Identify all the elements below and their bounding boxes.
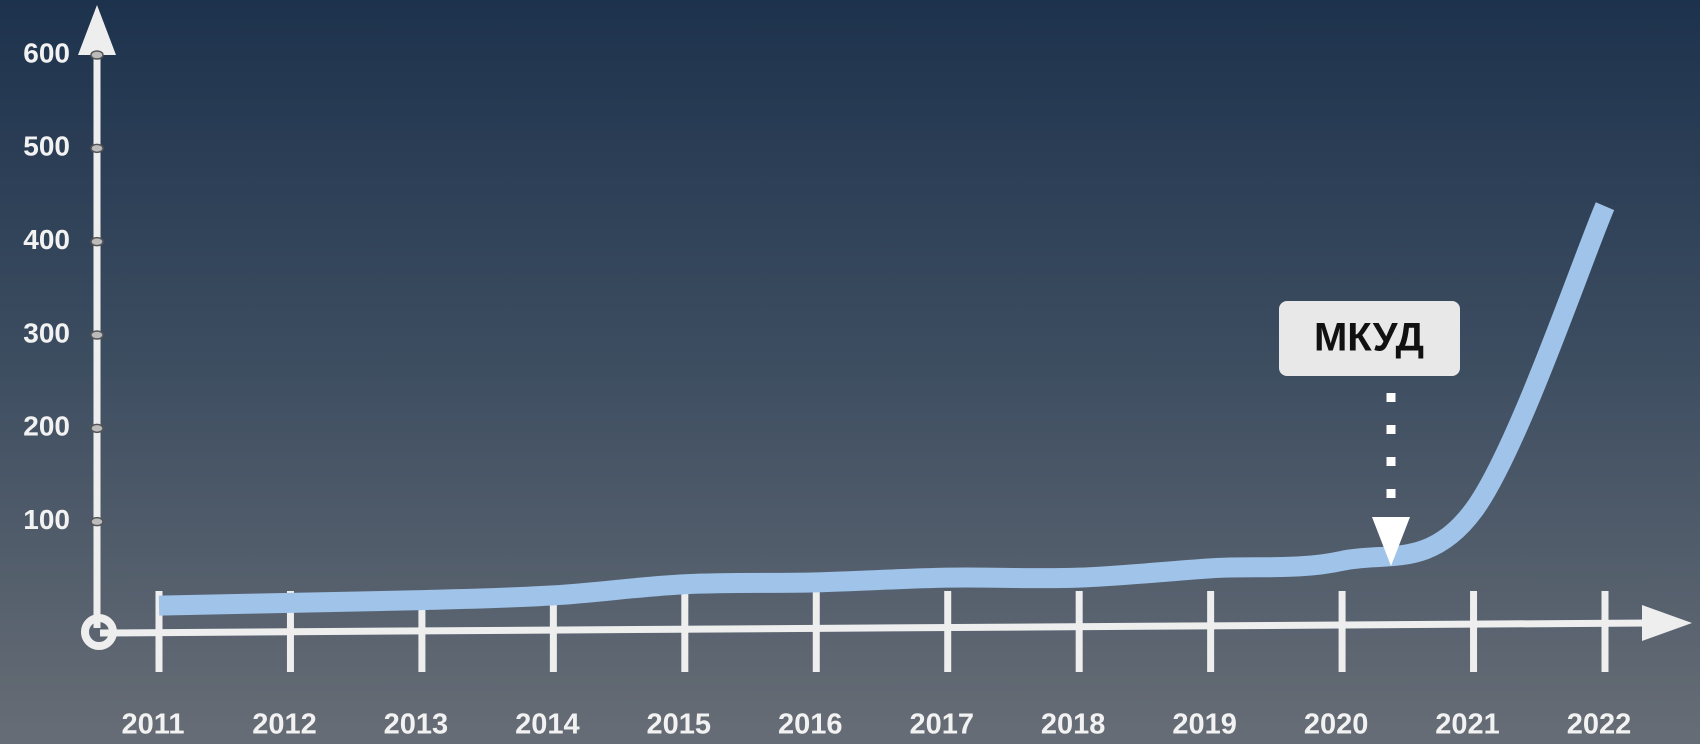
- x-tick-label: 2015: [647, 709, 712, 741]
- origin: [81, 614, 117, 650]
- y-tick: [90, 143, 104, 154]
- plot: [158, 202, 1615, 616]
- y-axis-arrow: [78, 5, 116, 55]
- x-tick-label: 2013: [384, 709, 449, 741]
- x-axis: [99, 619, 1651, 637]
- y-tick-label: 100: [23, 504, 70, 535]
- y-tick-label: 400: [23, 224, 70, 255]
- x-tick-label: 2011: [122, 709, 185, 741]
- ticks: 100 200 300 400 500 600 2011 2012 2013 2014 2015 20…: [23, 37, 1631, 740]
- x-tick-label: 2021: [1435, 709, 1500, 741]
- y-tick: [90, 423, 104, 434]
- x-tick-label: 2022: [1567, 709, 1632, 741]
- y-tick: [90, 516, 104, 527]
- x-tick-label: 2016: [778, 709, 843, 741]
- x-tick-label: 2012: [252, 709, 317, 741]
- x-tick-label: 2019: [1172, 709, 1237, 741]
- x-tick-label: 2014: [515, 709, 580, 741]
- x-tick-label: 2020: [1304, 709, 1369, 741]
- y-tick: [90, 236, 104, 247]
- x-tick-label: 2018: [1041, 709, 1106, 741]
- y-tick-label: 300: [23, 317, 70, 348]
- annotation-box: [1279, 301, 1460, 376]
- x-tick-label: 2017: [909, 709, 974, 741]
- y-tick-label: 600: [23, 37, 70, 68]
- y-tick: [90, 330, 104, 340]
- annotation-arrow: [1372, 517, 1410, 566]
- x-axis-arrow: [1642, 605, 1692, 641]
- line: [158, 202, 1615, 616]
- y-tick: [90, 50, 104, 60]
- annotation: МКУД: [1314, 316, 1424, 360]
- y-tick-label: 500: [23, 131, 70, 162]
- y-tick-label: 200: [23, 411, 70, 442]
